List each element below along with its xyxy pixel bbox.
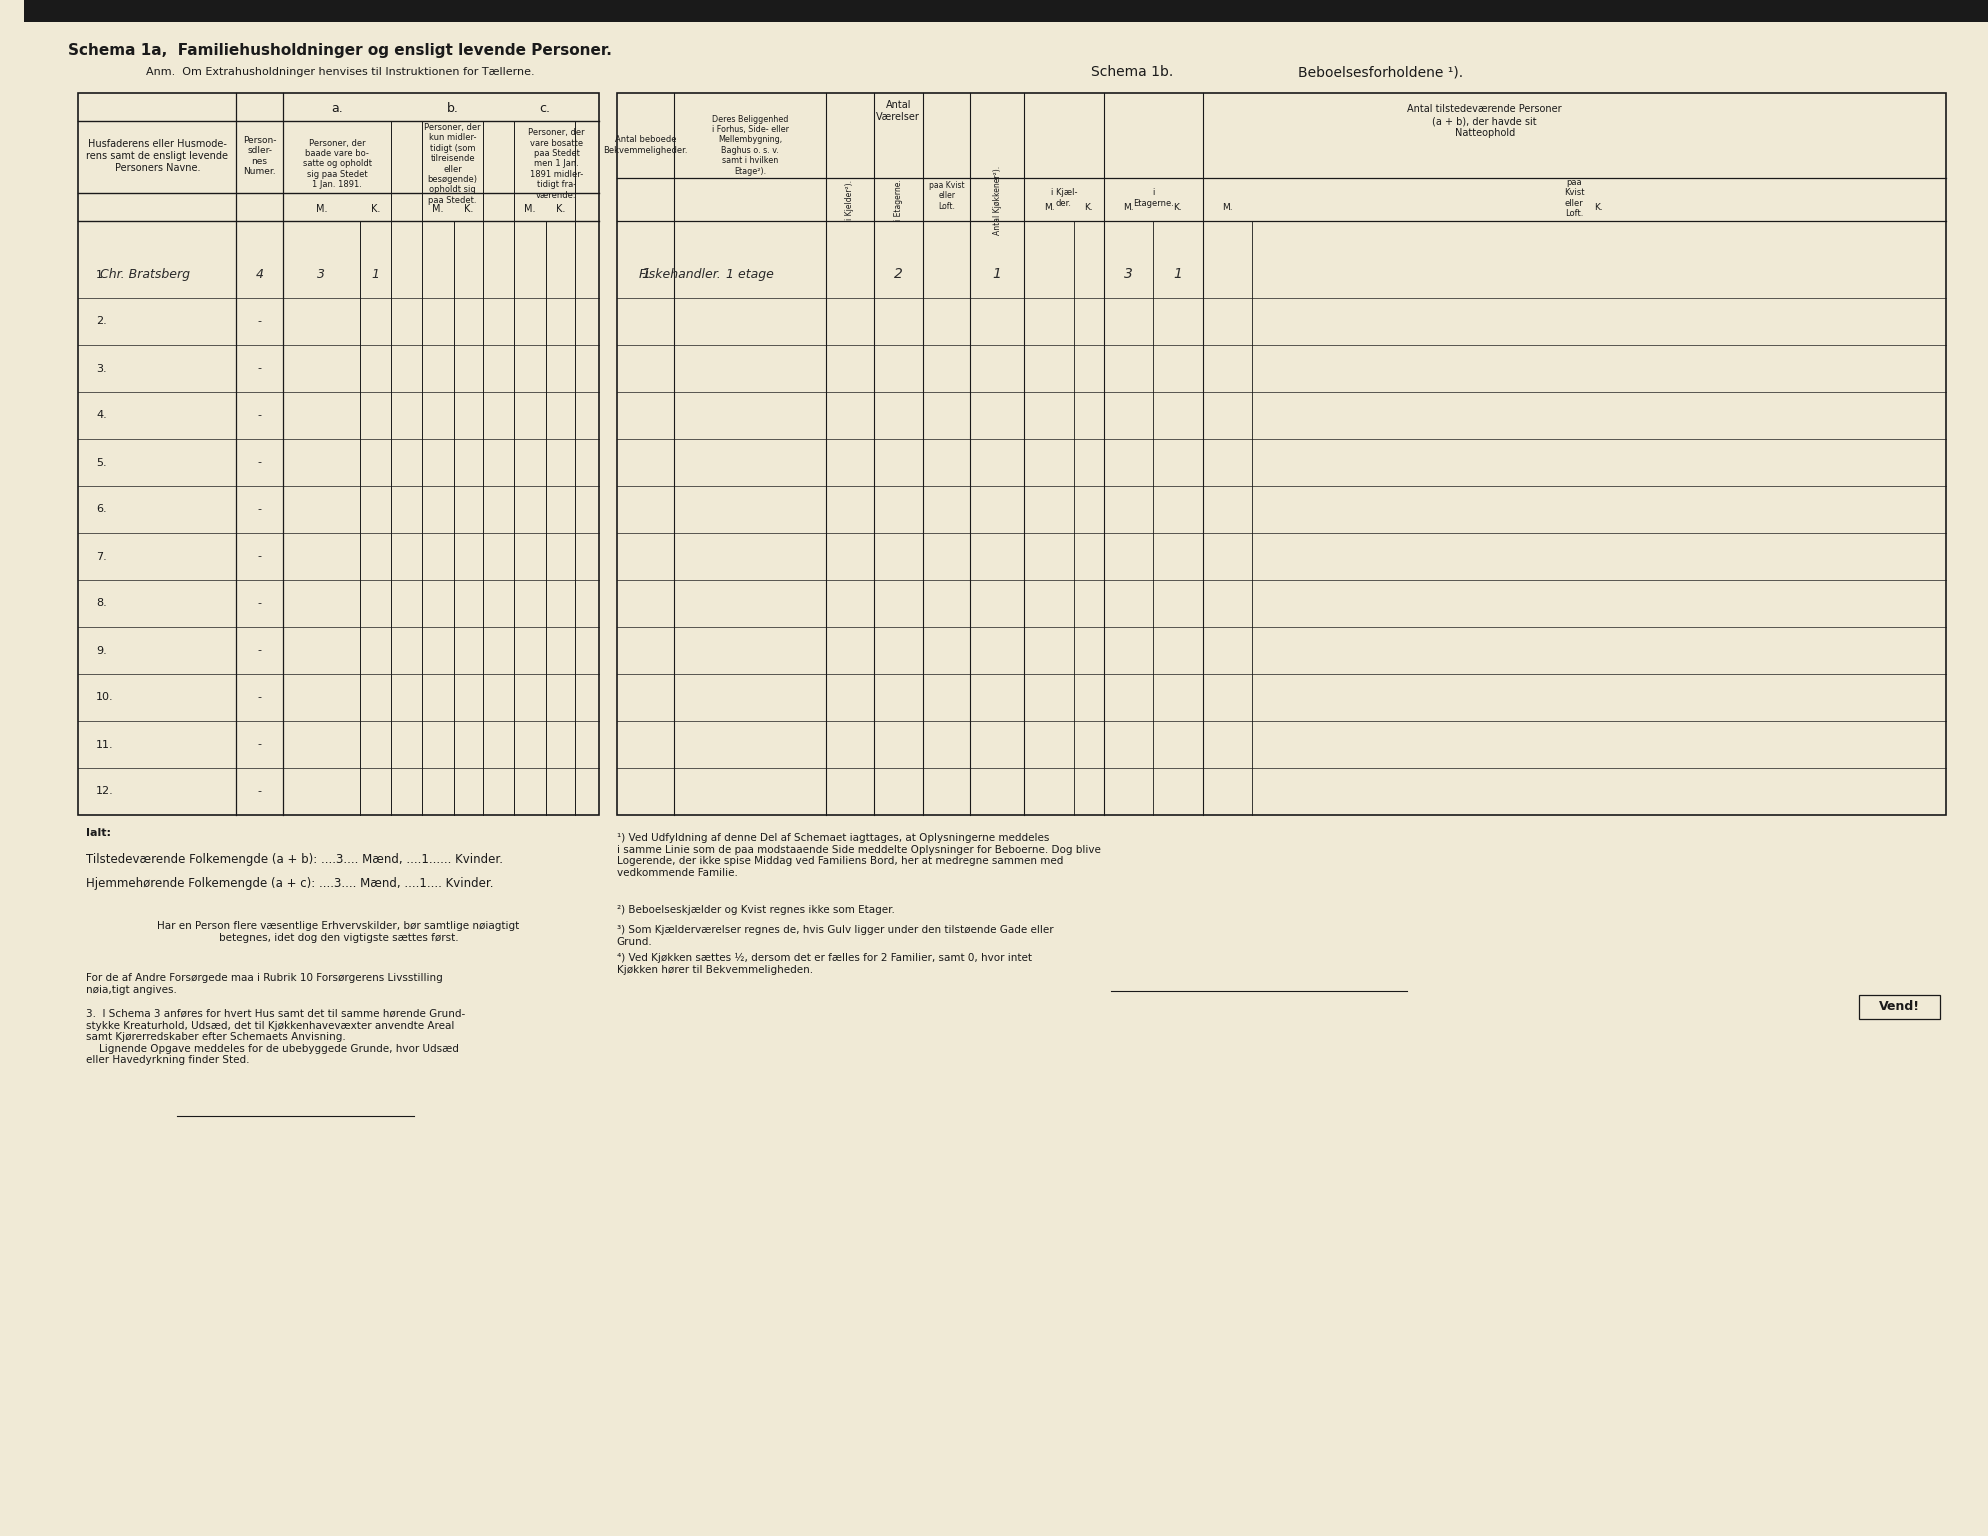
Text: i Kjæl-
der.: i Kjæl- der. (1050, 189, 1077, 207)
Text: Tilstedeværende Folkemengde (a + b): ....3.... Mænd, ....1...... Kvinder.: Tilstedeværende Folkemengde (a + b): ...… (85, 852, 503, 865)
Text: For de af Andre Forsørgede maa i Rubrik 10 Forsørgerens Livsstilling
nøia,tigt a: For de af Andre Forsørgede maa i Rubrik … (85, 972, 443, 995)
Text: 3.: 3. (95, 364, 107, 373)
Text: K.: K. (372, 204, 380, 214)
Text: Antal
Værelser: Antal Værelser (877, 100, 920, 121)
Text: -: - (258, 645, 262, 656)
Text: 3.  I Schema 3 anføres for hvert Hus samt det til samme hørende Grund-
stykke Kr: 3. I Schema 3 anføres for hvert Hus samt… (85, 1009, 465, 1066)
Text: 1: 1 (640, 267, 650, 281)
Text: K.: K. (557, 204, 565, 214)
Text: b.: b. (447, 101, 459, 115)
Text: 2: 2 (895, 267, 903, 281)
Text: c.: c. (539, 101, 551, 115)
Text: i Kjelder²).: i Kjelder²). (845, 180, 855, 220)
Bar (78, 94, 598, 816)
Text: -: - (258, 551, 262, 562)
Text: -: - (258, 599, 262, 608)
Text: 8.: 8. (95, 599, 107, 608)
Text: M.: M. (1123, 203, 1133, 212)
Text: 1: 1 (992, 267, 1002, 281)
Text: K.: K. (1594, 203, 1602, 212)
Text: Beboelsesforholdene ¹).: Beboelsesforholdene ¹). (1298, 65, 1463, 78)
Text: Personer, der
kun midler-
tidigt (som
tilreisende
eller
besøgende)
opholdt sig
p: Personer, der kun midler- tidigt (som ti… (423, 123, 481, 204)
Text: -: - (258, 316, 262, 327)
Bar (616, 94, 1946, 816)
Text: Fiskehandler.: Fiskehandler. (638, 267, 722, 281)
Text: K.: K. (1173, 203, 1183, 212)
Text: ²) Beboelseskjælder og Kvist regnes ikke som Etager.: ²) Beboelseskjælder og Kvist regnes ikke… (616, 905, 895, 915)
Text: Person-
sdler-
nes
Numer.: Person- sdler- nes Numer. (243, 135, 276, 177)
Text: paa
Kvist
eller
Loft.: paa Kvist eller Loft. (1565, 178, 1584, 218)
Text: K.: K. (463, 204, 473, 214)
Text: -: - (258, 786, 262, 797)
Text: ⁴) Ved Kjøkken sættes ½, dersom det er fælles for 2 Familier, samt 0, hvor intet: ⁴) Ved Kjøkken sættes ½, dersom det er f… (616, 952, 1032, 975)
Text: 5.: 5. (95, 458, 107, 467)
Text: Hjemmehørende Folkemengde (a + c): ....3.... Mænd, ....1.... Kvinder.: Hjemmehørende Folkemengde (a + c): ....3… (85, 877, 493, 889)
Text: M.: M. (1223, 203, 1233, 212)
Text: Antal tilstedeværende Personer
(a + b), der havde sit
Natteophold: Antal tilstedeværende Personer (a + b), … (1408, 104, 1563, 138)
Text: paa Kvist
eller
Loft.: paa Kvist eller Loft. (928, 181, 964, 210)
Text: Schema 1b.: Schema 1b. (1091, 65, 1173, 78)
Text: 3: 3 (1123, 267, 1133, 281)
Text: Personer, der
baade vare bo-
satte og opholdt
sig paa Stedet
1 Jan. 1891.: Personer, der baade vare bo- satte og op… (302, 138, 372, 189)
Text: -: - (258, 410, 262, 421)
Text: Anm.  Om Extrahusholdninger henvises til Instruktionen for Tællerne.: Anm. Om Extrahusholdninger henvises til … (145, 68, 535, 77)
Text: 4.: 4. (95, 410, 107, 421)
Text: M.: M. (316, 204, 328, 214)
Text: M.: M. (431, 204, 443, 214)
Text: ¹) Ved Udfyldning af denne Del af Schemaet iagttages, at Oplysningerne meddeles
: ¹) Ved Udfyldning af denne Del af Schema… (616, 833, 1101, 877)
Text: 2.: 2. (95, 316, 107, 327)
Text: -: - (258, 458, 262, 467)
Text: -: - (258, 504, 262, 515)
Text: Husfaderens eller Husmode-
rens samt de ensligt levende
Personers Navne.: Husfaderens eller Husmode- rens samt de … (85, 140, 229, 172)
Text: 4: 4 (256, 267, 264, 281)
Text: 3: 3 (318, 267, 326, 281)
Text: ³) Som Kjælderværelser regnes de, hvis Gulv ligger under den tilstøende Gade ell: ³) Som Kjælderværelser regnes de, hvis G… (616, 925, 1054, 946)
Text: Antal beboede
Bekvemmeligheder.: Antal beboede Bekvemmeligheder. (602, 135, 688, 155)
Text: 12.: 12. (95, 786, 113, 797)
Text: Antal Kjøkkener²).: Antal Kjøkkener²). (992, 166, 1002, 235)
Text: Personer, der
vare bosatte
paa Stedet
men 1 Jan.
1891 midler-
tidigt fra-
værend: Personer, der vare bosatte paa Stedet me… (529, 129, 584, 200)
Text: a.: a. (332, 101, 344, 115)
Text: Ialt:: Ialt: (85, 828, 111, 839)
Text: -: - (258, 693, 262, 702)
Text: i Etagerne.: i Etagerne. (895, 180, 903, 221)
Text: 11.: 11. (95, 739, 113, 750)
Text: Vend!: Vend! (1879, 1000, 1920, 1014)
Text: 1: 1 (372, 267, 380, 281)
Text: Chr. Bratsberg: Chr. Bratsberg (99, 267, 191, 281)
Text: -: - (258, 364, 262, 373)
Text: K.: K. (1085, 203, 1093, 212)
Text: 9.: 9. (95, 645, 107, 656)
Text: M.: M. (525, 204, 535, 214)
Text: i
Etagerne.: i Etagerne. (1133, 189, 1173, 207)
Bar (24, 0, 1988, 22)
Text: 10.: 10. (95, 693, 113, 702)
Text: 1.: 1. (95, 269, 107, 280)
Text: -: - (258, 739, 262, 750)
Text: Har en Person flere væsentlige Erhvervskilder, bør samtlige nøiagtigt
betegnes, : Har en Person flere væsentlige Erhvervsk… (157, 922, 519, 943)
Text: M.: M. (1044, 203, 1054, 212)
Text: 6.: 6. (95, 504, 107, 515)
Text: 1: 1 (1173, 267, 1183, 281)
Text: Schema 1a,  Familiehusholdninger og ensligt levende Personer.: Schema 1a, Familiehusholdninger og ensli… (68, 43, 612, 57)
Text: 1 etage: 1 etage (726, 267, 773, 281)
Text: Deres Beliggenhed
i Forhus, Side- eller
Mellembygning,
Baghus o. s. v.
samt i hv: Deres Beliggenhed i Forhus, Side- eller … (712, 115, 789, 175)
Text: 7.: 7. (95, 551, 107, 562)
Bar (1859, 995, 1940, 1018)
